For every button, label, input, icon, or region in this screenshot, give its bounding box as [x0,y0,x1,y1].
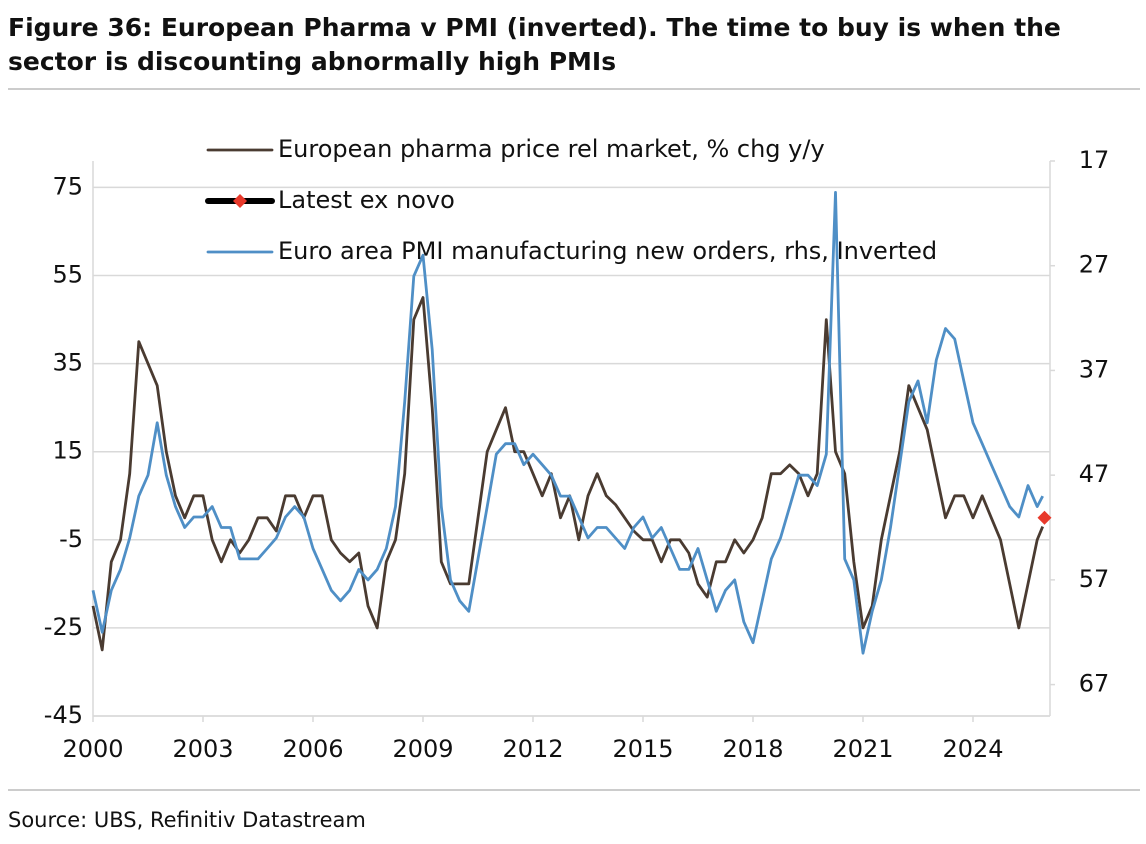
legend-label: Euro area PMI manufacturing new orders, … [278,237,937,265]
y2-tick-label: 37 [1079,355,1110,383]
y-tick-label: -5 [59,525,83,553]
latest-marker [1037,510,1052,525]
x-tick-label: 2012 [502,735,563,763]
x-tick-label: 2015 [612,735,673,763]
y-tick-label: 35 [52,349,83,377]
x-tick-label: 2003 [172,735,233,763]
y-tick-label: -25 [44,613,83,641]
y-tick-label: 75 [52,172,83,200]
x-tick-label: 2000 [62,735,123,763]
series-line [91,191,1044,655]
y2-tick-label: 47 [1079,460,1110,488]
y-tick-label: 15 [52,437,83,465]
y2-tick-label: 67 [1079,670,1110,698]
x-tick-label: 2018 [722,735,783,763]
source: Source: UBS, Refinitiv Datastream [8,808,366,832]
x-tick-label: 2009 [392,735,453,763]
y2-tick-label: 27 [1079,251,1110,279]
x-tick-label: 2021 [832,735,893,763]
legend-label: Latest ex novo [278,186,455,214]
y2-tick-label: 57 [1079,565,1110,593]
legend-marker [233,194,247,208]
x-tick-label: 2024 [942,735,1003,763]
y-tick-label: 55 [52,261,83,289]
legend-label: European pharma price rel market, % chg … [278,135,825,163]
chart-title: Figure 36: European Pharma v PMI (invert… [8,13,1061,76]
y-tick-label: -45 [44,701,83,729]
y2-tick-label: 17 [1079,146,1110,174]
x-tick-label: 2006 [282,735,343,763]
series-line [91,296,1044,652]
